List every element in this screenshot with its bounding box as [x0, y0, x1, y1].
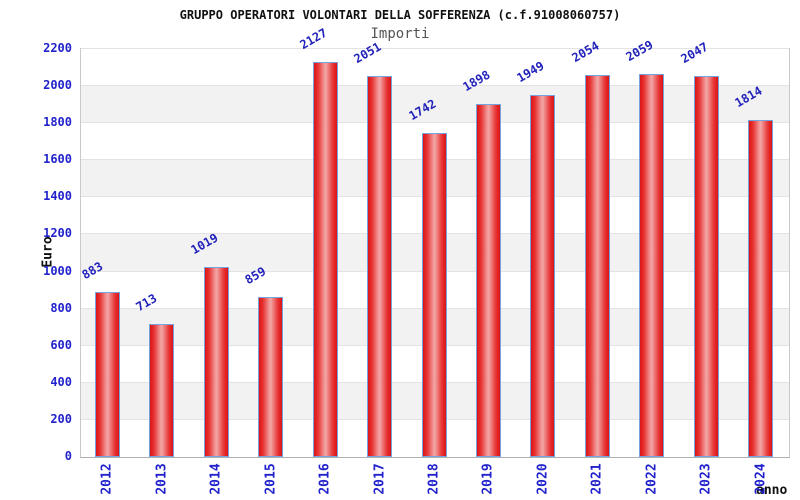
y-tick-label: 800 [50, 300, 72, 315]
chart-subtitle: Importi [370, 26, 430, 42]
grid-band [81, 86, 789, 124]
x-tick-label: 2024 [753, 463, 769, 495]
bar [367, 75, 392, 457]
gridline [81, 122, 789, 124]
y-tick-label: 1000 [43, 263, 72, 278]
x-tick-label: 2012 [99, 463, 115, 495]
x-tick-label: 2017 [372, 463, 388, 495]
x-tick-label: 2019 [480, 463, 496, 495]
y-tick-label: 0 [64, 449, 72, 463]
bar [639, 74, 664, 457]
y-tick-label: 200 [50, 411, 72, 426]
y-tick-label: 400 [50, 374, 72, 389]
x-tick-label: 2023 [698, 463, 714, 495]
x-tick-label: 2021 [589, 463, 605, 495]
chart-title: GRUPPO OPERATORI VOLONTARI DELLA SOFFERE… [179, 8, 621, 22]
gridline [81, 48, 789, 49]
y-tick-label: 1800 [43, 115, 72, 130]
x-tick-label: 2013 [154, 463, 170, 495]
bar [530, 94, 555, 457]
bar [422, 132, 447, 457]
plot-area [80, 48, 790, 458]
bar [258, 296, 283, 457]
x-tick-label: 2016 [317, 463, 333, 495]
y-tick-label: 1400 [43, 189, 72, 204]
gridline [81, 85, 789, 87]
bar [748, 119, 773, 457]
y-tick-label: 600 [50, 337, 72, 352]
y-tick-label: 1200 [43, 226, 72, 241]
x-axis-title: anno [756, 483, 788, 498]
bar [313, 61, 338, 457]
y-tick-label: 2200 [43, 41, 72, 55]
bar [694, 76, 719, 457]
x-tick-label: 2018 [426, 463, 442, 495]
bar [95, 292, 120, 457]
bar [585, 75, 610, 457]
x-tick-label: 2015 [263, 463, 279, 495]
y-tick-label: 2000 [43, 78, 72, 93]
x-tick-label: 2014 [208, 463, 224, 495]
bar [204, 267, 229, 457]
y-tick-label: 1600 [43, 152, 72, 167]
x-tick-label: 2020 [535, 463, 551, 495]
bar [149, 323, 174, 457]
x-tick-label: 2022 [644, 463, 660, 495]
bar [476, 104, 501, 457]
